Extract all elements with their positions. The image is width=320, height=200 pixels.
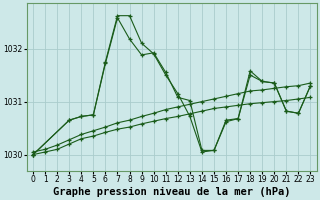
X-axis label: Graphe pression niveau de la mer (hPa): Graphe pression niveau de la mer (hPa) (53, 186, 291, 197)
